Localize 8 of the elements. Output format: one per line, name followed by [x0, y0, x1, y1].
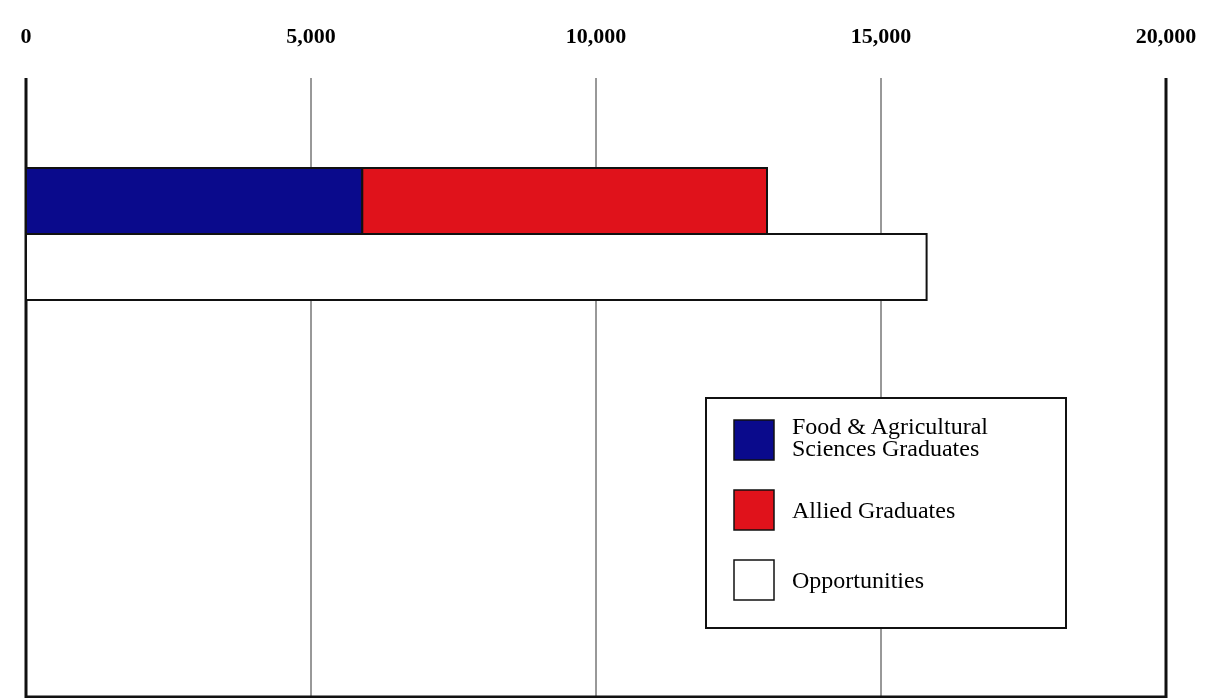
- x-tick-label: 5,000: [286, 23, 336, 48]
- x-tick-label: 15,000: [850, 23, 912, 48]
- legend-label: Allied Graduates: [792, 497, 956, 523]
- legend-label: Food & Agricultural Sciences Graduates: [792, 413, 989, 461]
- x-tick-label: 10,000: [565, 23, 627, 48]
- legend-label: Opportunities: [792, 567, 924, 593]
- x-tick-label: 20,000: [1135, 23, 1197, 48]
- x-tick-label: 0: [20, 23, 32, 48]
